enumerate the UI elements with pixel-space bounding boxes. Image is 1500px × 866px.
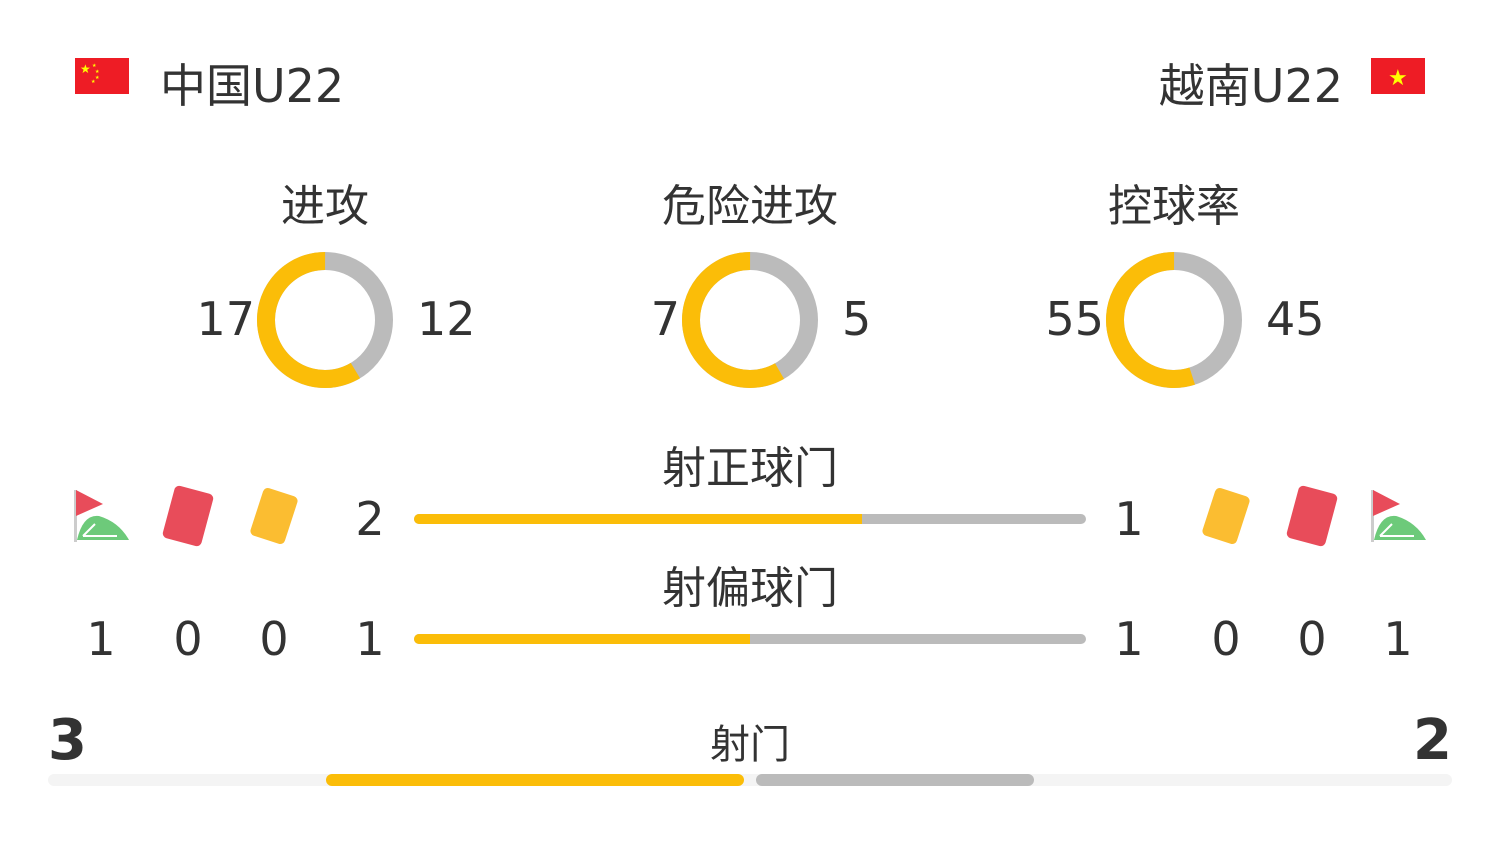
away-shots: 2 bbox=[1413, 708, 1452, 773]
donut-home-value: 55 bbox=[1045, 292, 1104, 346]
donut-label: 控球率 bbox=[1108, 181, 1240, 232]
yellow-card-icon bbox=[1202, 487, 1250, 545]
on-target-home-fill bbox=[414, 514, 862, 524]
china-flag-icon: ★ ★ ★ ★ ★ bbox=[75, 58, 129, 94]
away-corners: 1 bbox=[1383, 612, 1413, 666]
on-target-bar bbox=[414, 514, 1086, 524]
donut-chart bbox=[1106, 252, 1242, 388]
red-card-icon bbox=[162, 485, 214, 547]
away-yellow-cards: 0 bbox=[1211, 612, 1241, 666]
away-off-target: 1 bbox=[1114, 612, 1144, 666]
shots-home-bar bbox=[326, 774, 744, 786]
home-corners: 1 bbox=[86, 612, 116, 666]
home-yellow-cards: 0 bbox=[259, 612, 289, 666]
red-card-icon bbox=[1286, 485, 1338, 547]
corner-flag-icon bbox=[1371, 490, 1426, 542]
away-team-name: 越南U22 bbox=[1158, 59, 1343, 113]
donut-chart bbox=[682, 252, 818, 388]
away-on-target: 1 bbox=[1114, 492, 1144, 546]
home-shots: 3 bbox=[48, 708, 87, 773]
donut-away-value: 45 bbox=[1266, 292, 1325, 346]
on-target-label: 射正球门 bbox=[662, 443, 838, 494]
svg-text:★: ★ bbox=[95, 69, 100, 75]
svg-text:★: ★ bbox=[80, 62, 91, 76]
off-target-home-fill bbox=[414, 634, 750, 644]
donut-home-value: 17 bbox=[196, 292, 255, 346]
svg-text:★: ★ bbox=[92, 63, 97, 69]
donut-home-value: 7 bbox=[650, 292, 680, 346]
svg-text:★: ★ bbox=[1388, 66, 1408, 91]
shots-away-bar bbox=[756, 774, 1034, 786]
home-off-target: 1 bbox=[355, 612, 385, 666]
shots-label: 射门 bbox=[710, 722, 790, 768]
donut-label: 危险进攻 bbox=[662, 181, 838, 232]
donut-home-arc bbox=[257, 252, 393, 388]
svg-text:★: ★ bbox=[91, 79, 96, 85]
donut-chart bbox=[257, 252, 393, 388]
vietnam-flag-icon: ★ bbox=[1371, 58, 1425, 94]
yellow-card-icon bbox=[250, 487, 298, 545]
home-team-name: 中国U22 bbox=[160, 59, 345, 113]
home-red-cards: 0 bbox=[173, 612, 203, 666]
shots-track bbox=[48, 774, 1452, 786]
donut-home-arc bbox=[682, 252, 818, 388]
donut-away-value: 12 bbox=[417, 292, 476, 346]
corner-flag-icon bbox=[74, 490, 129, 542]
donut-away-value: 5 bbox=[842, 292, 872, 346]
donut-home-arc bbox=[1106, 252, 1242, 388]
donut-label: 进攻 bbox=[281, 181, 369, 232]
away-red-cards: 0 bbox=[1297, 612, 1327, 666]
off-target-label: 射偏球门 bbox=[662, 563, 838, 614]
svg-text:★: ★ bbox=[95, 75, 100, 81]
off-target-bar bbox=[414, 634, 1086, 644]
home-on-target: 2 bbox=[355, 492, 385, 546]
